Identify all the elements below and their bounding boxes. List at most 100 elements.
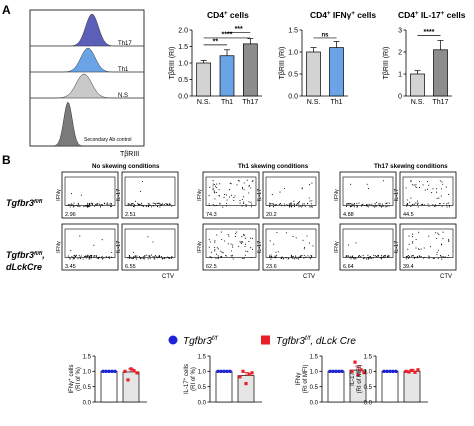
- flow-event: [100, 204, 102, 206]
- flow-event: [79, 258, 81, 260]
- bar: [219, 55, 235, 97]
- flow-y-label: IL-17: [116, 241, 122, 254]
- flow-event: [127, 257, 129, 259]
- flow-event: [446, 206, 448, 208]
- flow-event: [310, 256, 312, 258]
- flow-event: [379, 205, 381, 207]
- flow-event: [363, 258, 365, 260]
- flow-event: [219, 183, 221, 185]
- y-axis-label: IL-17: [350, 372, 356, 386]
- flow-event: [218, 189, 220, 191]
- flow-event: [270, 258, 272, 260]
- flow-event: [346, 204, 348, 206]
- flow-event: [448, 205, 450, 207]
- flow-event: [288, 203, 290, 205]
- flow-event: [361, 204, 363, 206]
- flow-event: [230, 183, 232, 185]
- flow-event: [441, 256, 443, 258]
- flow-event: [303, 203, 306, 205]
- flow-y-label: IFNγ: [197, 241, 203, 253]
- flow-event: [307, 202, 309, 204]
- flow-event: [82, 258, 84, 260]
- flow-event: [68, 256, 70, 259]
- legend: Tgfbr3f/f Tgfbr3f/f, dLck Cre: [168, 335, 356, 347]
- flow-event: [307, 255, 309, 257]
- flow-event: [384, 256, 386, 258]
- flow-event: [285, 232, 287, 234]
- flow-event: [362, 255, 364, 257]
- flow-event: [362, 203, 364, 205]
- flow-event: [220, 250, 222, 252]
- flow-event: [154, 254, 157, 256]
- flow-event: [243, 189, 245, 191]
- flow-event: [145, 205, 147, 207]
- flow-event: [85, 257, 88, 259]
- flow-event: [385, 206, 387, 208]
- gate-percentage: 2.51: [125, 212, 136, 218]
- flow-event: [378, 254, 380, 256]
- flow-event: [139, 203, 141, 205]
- flow-event: [445, 186, 447, 188]
- flow-event: [419, 180, 421, 183]
- flow-event: [281, 257, 283, 260]
- flow-event: [424, 189, 426, 191]
- data-point-knockout: [247, 372, 251, 376]
- flow-event: [407, 248, 409, 250]
- y-tick-label: 1.5: [310, 354, 319, 360]
- flow-event: [387, 255, 389, 257]
- flow-event: [383, 205, 385, 207]
- flow-event: [152, 204, 154, 207]
- flow-event: [381, 205, 383, 207]
- flow-event: [279, 203, 281, 205]
- flow-event: [148, 254, 150, 257]
- flow-event: [287, 205, 289, 207]
- flow-event: [227, 243, 229, 245]
- flow-plot-frame: [202, 171, 260, 219]
- flow-event: [294, 258, 296, 260]
- flow-event: [405, 256, 407, 258]
- flow-event: [245, 205, 247, 207]
- flow-event: [101, 203, 103, 206]
- flow-event: [355, 257, 357, 259]
- flow-event: [375, 255, 377, 258]
- flow-event: [241, 188, 244, 190]
- flow-event: [310, 254, 312, 257]
- flow-event: [233, 199, 235, 202]
- y-tick-label: 0.5: [83, 385, 92, 391]
- flow-event: [268, 255, 271, 257]
- flow-event: [373, 257, 375, 259]
- flow-event: [232, 244, 234, 246]
- flow-event: [283, 203, 285, 205]
- flow-event: [309, 258, 311, 260]
- flow-event: [156, 256, 158, 258]
- flow-event: [147, 258, 149, 260]
- summary-bar: [403, 370, 421, 403]
- flow-event: [232, 258, 234, 260]
- flow-event: [129, 204, 132, 206]
- flow-event: [135, 257, 137, 259]
- x-tick-label: Th17: [242, 99, 258, 106]
- flow-event: [70, 249, 72, 252]
- flow-event: [357, 256, 359, 258]
- flow-event: [356, 205, 358, 207]
- flow-plot-frame: [339, 223, 397, 271]
- data-point-knockout: [250, 371, 254, 375]
- flow-event: [156, 257, 159, 259]
- flow-event: [91, 254, 93, 256]
- flow-event: [141, 204, 143, 206]
- data-point-control: [228, 369, 232, 374]
- flow-event: [73, 255, 75, 257]
- y-tick-label: 1.0: [310, 370, 319, 376]
- flow-event: [346, 203, 348, 205]
- flow-event: [96, 257, 98, 259]
- flow-event: [350, 205, 352, 207]
- flow-event: [220, 256, 222, 258]
- flow-event: [269, 240, 271, 242]
- flow-event: [105, 256, 107, 258]
- flow-event: [232, 254, 234, 256]
- flow-event: [436, 237, 438, 239]
- flow-event: [417, 248, 420, 250]
- flow-event: [407, 255, 409, 257]
- flow-event: [289, 202, 292, 204]
